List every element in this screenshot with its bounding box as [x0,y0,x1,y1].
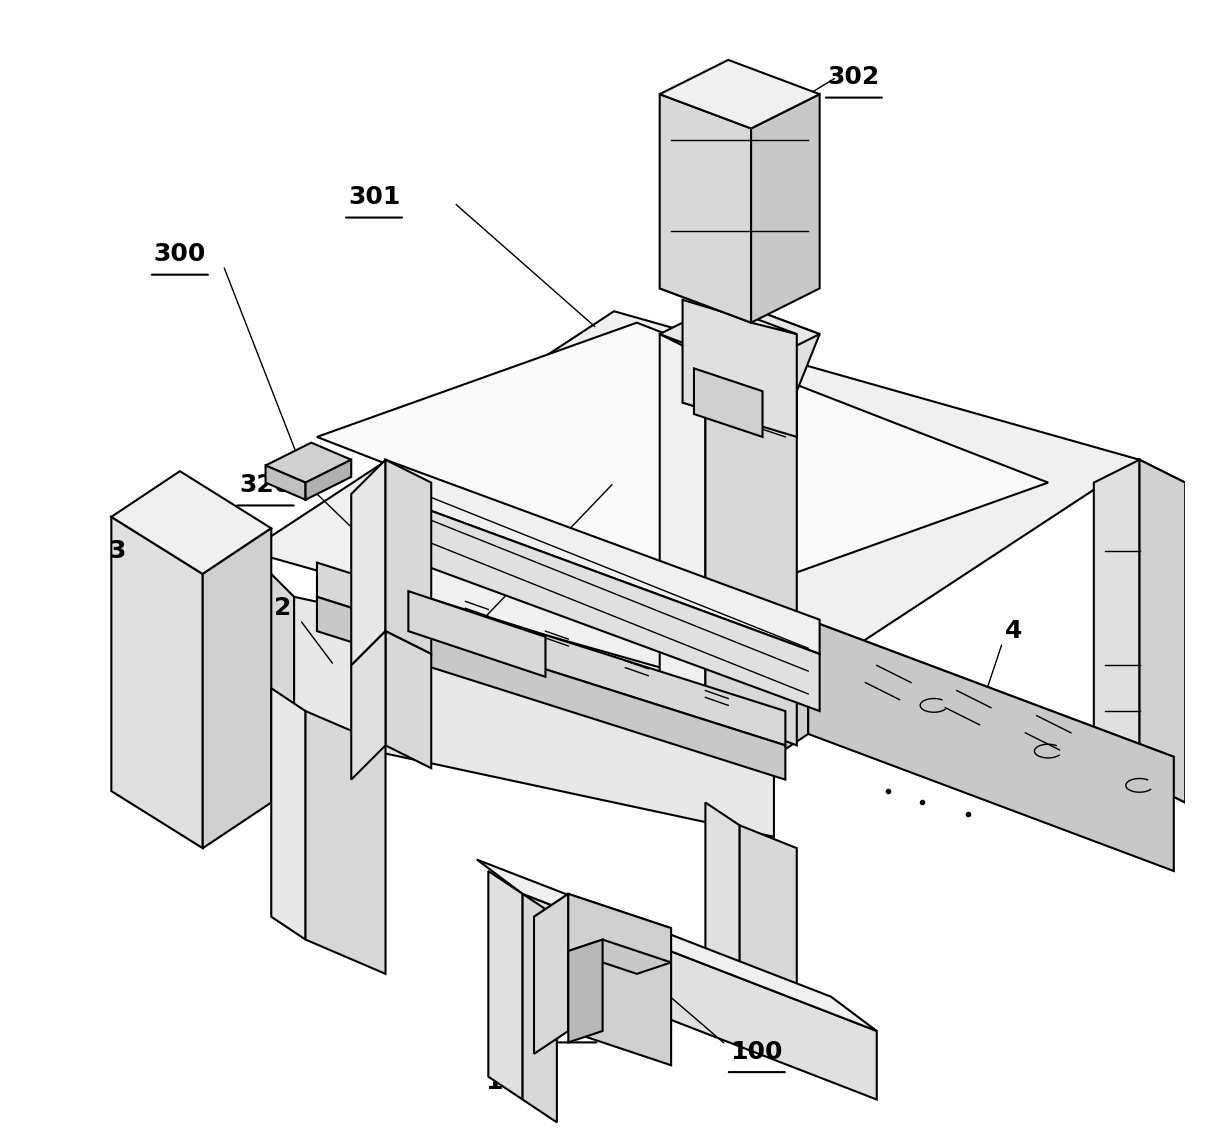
Polygon shape [306,459,351,499]
Polygon shape [659,334,705,711]
Text: 302: 302 [828,65,880,90]
Polygon shape [386,494,819,711]
Text: 101: 101 [542,1010,594,1034]
Polygon shape [386,459,431,654]
Text: 5: 5 [457,613,474,637]
Polygon shape [774,620,808,757]
Polygon shape [752,94,819,323]
Polygon shape [705,300,819,391]
Polygon shape [659,300,819,369]
Polygon shape [683,300,797,437]
Text: 300: 300 [154,242,206,266]
Polygon shape [248,551,295,734]
Text: 320: 320 [239,473,292,497]
Polygon shape [569,939,672,974]
Polygon shape [569,894,672,1065]
Polygon shape [317,563,786,745]
Polygon shape [295,597,774,837]
Polygon shape [351,459,386,666]
Polygon shape [705,802,739,1031]
Polygon shape [112,517,203,848]
Polygon shape [386,459,819,654]
Polygon shape [659,288,797,334]
Text: 100: 100 [731,1040,783,1063]
Polygon shape [1140,459,1185,802]
Polygon shape [203,528,271,848]
Polygon shape [1140,459,1185,802]
Polygon shape [265,465,306,499]
Polygon shape [409,591,545,677]
Polygon shape [351,631,386,779]
Text: 3: 3 [108,540,125,564]
Polygon shape [774,620,1174,779]
Polygon shape [306,711,386,974]
Polygon shape [265,443,351,482]
Text: 2: 2 [274,596,291,620]
Polygon shape [248,311,1140,699]
Polygon shape [523,894,556,1123]
Text: 4: 4 [1006,619,1023,643]
Polygon shape [317,597,786,779]
Polygon shape [534,894,569,1054]
Polygon shape [659,94,752,323]
Polygon shape [739,825,797,1054]
Text: 301: 301 [348,185,400,209]
Polygon shape [386,631,431,768]
Polygon shape [534,894,672,951]
Polygon shape [1094,459,1140,802]
Polygon shape [489,871,523,1100]
Polygon shape [808,620,1174,871]
Polygon shape [271,689,306,939]
Polygon shape [476,860,877,1031]
Polygon shape [659,60,819,129]
Polygon shape [523,894,877,1100]
Polygon shape [112,471,271,574]
Polygon shape [694,369,763,437]
Polygon shape [317,323,1049,597]
Polygon shape [705,357,797,745]
Polygon shape [819,643,1094,814]
Polygon shape [569,939,603,1042]
Text: 1: 1 [485,1070,502,1094]
